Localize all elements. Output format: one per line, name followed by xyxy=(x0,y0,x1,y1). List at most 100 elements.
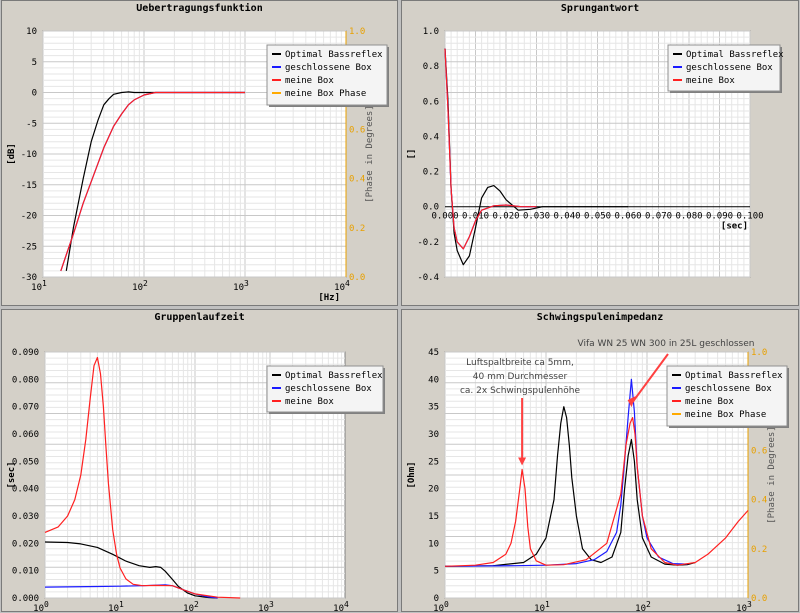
y-tick-label: 20 xyxy=(428,485,439,495)
y-tick-label: 25 xyxy=(428,457,439,467)
y2-tick-label: 1.0 xyxy=(349,27,365,37)
x-tick-label: 0.050 xyxy=(584,212,611,222)
legend-label: meine Box xyxy=(285,76,334,86)
x-tick-label: 102 xyxy=(132,279,148,293)
impedance-chart: 4540353025201510501001011021031.00.80.60… xyxy=(407,339,789,613)
legend-label: geschlossene Box xyxy=(685,384,772,394)
x-tick-label: 0.040 xyxy=(553,212,580,222)
grid xyxy=(44,351,345,599)
x-tick-label: 103 xyxy=(258,600,274,613)
y-tick-label: 0.0 xyxy=(423,203,439,213)
annotation-arrow-head xyxy=(627,396,636,408)
panel-impedance: Schwingspulenimpedanz 45 40 35 30 25 20 15 10 5 0… xyxy=(401,309,799,613)
y-tick-label: -25 xyxy=(21,242,37,252)
x-tick-label: 0.060 xyxy=(614,212,641,222)
y-tick-label: 0.010 xyxy=(12,567,39,577)
series-group xyxy=(44,356,241,599)
annotation-text: ca. 2x Schwingspulenhöhe xyxy=(460,386,581,396)
y-tick-label: 0.040 xyxy=(12,485,39,495)
y-tick-label: -5 xyxy=(26,119,37,129)
series-line-mine xyxy=(60,91,245,272)
y-tick-label: -20 xyxy=(21,212,37,222)
y-tick-label: 0.080 xyxy=(12,375,39,385)
legend-label: Optimal Bassreflex xyxy=(686,50,784,60)
y-axis-label: [] xyxy=(407,149,417,160)
group-delay-chart: 0.090 0.080 0.070 0.060 0.050 0.040 0.030 0.020… xyxy=(7,348,385,613)
legend: Optimal Bassreflex geschlossene Box meine … xyxy=(666,365,789,428)
y-tick-label: -30 xyxy=(21,273,37,283)
legend-label: Optimal Bassreflex xyxy=(285,371,383,381)
legend-label: Optimal Bassreflex xyxy=(285,50,383,60)
y-tick-label: 5 xyxy=(434,567,439,577)
y-tick-label: 5 xyxy=(32,58,37,68)
x-tick-label: 0.010 xyxy=(462,212,489,222)
y-tick-label: 0.4 xyxy=(423,132,439,142)
legend: Optimal Bassreflex geschlossene Box meine … xyxy=(667,44,784,93)
y-axis-label: [sec] xyxy=(7,461,17,488)
y-tick-label: 35 xyxy=(428,403,439,413)
y-tick-label: 45 xyxy=(428,348,439,358)
y2-axis-label: [Phase in Degrees] xyxy=(365,105,375,203)
annotation-text: Luftspaltbreite ca 5mm, xyxy=(466,358,574,368)
annotation-text: 40 mm Durchmesser xyxy=(473,372,568,382)
legend-label: geschlossene Box xyxy=(686,63,773,73)
series-group xyxy=(444,48,628,266)
y2-tick-label: 0.4 xyxy=(349,175,365,185)
x-tick-label: 0.030 xyxy=(523,212,550,222)
legend-label: Optimal Bassreflex xyxy=(685,371,783,381)
y-tick-label: -0.4 xyxy=(417,273,439,283)
y-tick-label: 0.060 xyxy=(12,430,39,440)
series-group xyxy=(60,91,245,272)
y-tick-label: 0.6 xyxy=(423,97,439,107)
y2-tick-label: 0.6 xyxy=(349,125,365,135)
x-tick-label: 0.100 xyxy=(736,212,763,222)
y2-tick-label: 0.2 xyxy=(751,545,767,555)
x-tick-label: 102 xyxy=(635,600,651,613)
y2-tick-label: 0.2 xyxy=(349,224,365,234)
panel-group-delay: Gruppenlaufzeit 0.090 0.080 0.070 0.060 0.05… xyxy=(1,309,398,613)
y-tick-label: -15 xyxy=(21,181,37,191)
y-tick-label: 0.000 xyxy=(12,594,39,604)
grid xyxy=(444,30,751,278)
y-tick-label: 0.2 xyxy=(423,168,439,178)
y-tick-label: 0.030 xyxy=(12,512,39,522)
x-axis-label: [sec] xyxy=(721,222,748,232)
annotation-text: Vifa WN 25 WN 300 in 25L geschlossen xyxy=(578,339,755,349)
panel-step-response: Sprungantwort 1.0 0.8 0.6 0.4 0.2 0.0 -0.2 -0.4… xyxy=(401,0,799,306)
legend-box xyxy=(667,44,781,92)
chart-title: Gruppenlaufzeit xyxy=(154,312,245,323)
y-axis-label: [dB] xyxy=(7,143,17,165)
y-tick-label: 0 xyxy=(434,594,439,604)
panel-transfer-function: Uebertragungsfunktion 10 5 0 -5 -10 -15 -20 -25… xyxy=(1,0,398,306)
legend-label: meine Box Phase xyxy=(285,89,366,99)
y-tick-label: 1.0 xyxy=(423,27,439,37)
y-tick-label: 10 xyxy=(428,539,439,549)
x-axis-label: [Hz] xyxy=(318,293,340,303)
chart-title: Uebertragungsfunktion xyxy=(136,3,263,14)
chart-title: Schwingspulenimpedanz xyxy=(536,312,664,323)
y-tick-label: 40 xyxy=(428,375,439,385)
y2-tick-label: 1.0 xyxy=(751,348,767,358)
legend-box xyxy=(666,365,788,427)
legend-box xyxy=(266,365,384,413)
y2-tick-label: 0.0 xyxy=(751,594,767,604)
y-tick-label: 0.8 xyxy=(423,62,439,72)
legend-label: meine Box xyxy=(686,76,735,86)
y2-axis-label: [Phase in Degrees] xyxy=(767,426,777,524)
legend: Optimal Bassreflex geschlossene Box meine … xyxy=(266,365,385,414)
y-tick-label: -0.2 xyxy=(417,238,439,248)
y-tick-label: 0 xyxy=(32,89,37,99)
y-tick-label: 0.050 xyxy=(12,457,39,467)
x-tick-label: 0.090 xyxy=(706,212,733,222)
legend: Optimal Bassreflex geschlossene Box meine … xyxy=(266,44,389,107)
series-line-optimal xyxy=(444,406,696,567)
legend-label: geschlossene Box xyxy=(285,63,372,73)
y2-tick-label: 0.0 xyxy=(349,273,365,283)
x-tick-label: 101 xyxy=(534,600,550,613)
series-line-mine xyxy=(444,417,749,567)
annotation-arrow-head xyxy=(518,457,527,466)
x-tick-label: 104 xyxy=(333,600,349,613)
y2-tick-label: 0.4 xyxy=(751,496,767,506)
y-tick-label: -10 xyxy=(21,150,37,160)
x-tick-label: 101 xyxy=(108,600,124,613)
